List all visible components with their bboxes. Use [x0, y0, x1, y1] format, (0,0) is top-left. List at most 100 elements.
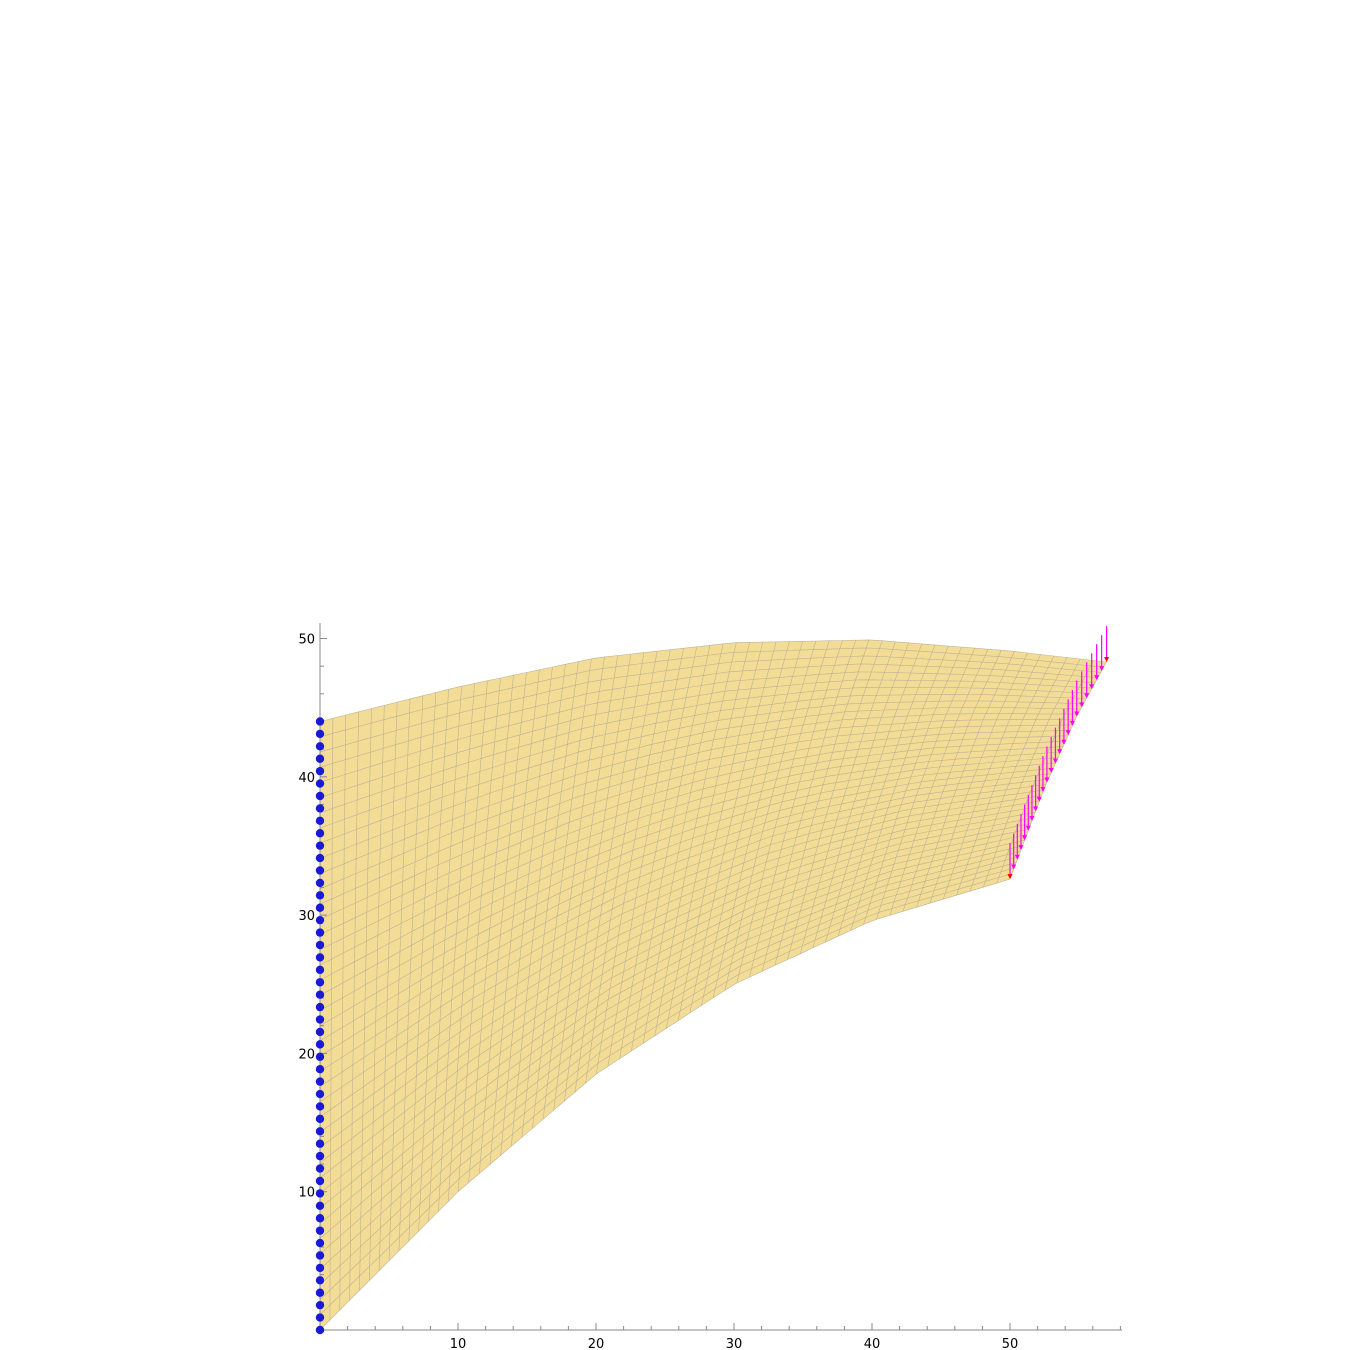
x-tick-label: 10 [450, 1337, 467, 1350]
mesh-line [532, 658, 592, 1129]
mesh-line [850, 645, 949, 931]
y-tick-label: 40 [298, 771, 315, 786]
support-point [315, 1201, 325, 1211]
load-arrow-head [1089, 684, 1095, 690]
y-tick-label: 10 [298, 1186, 315, 1201]
mesh-line [749, 640, 843, 978]
mesh-line [799, 641, 896, 954]
mesh-line [457, 677, 501, 1192]
support-point [315, 841, 325, 850]
support-point [315, 1226, 325, 1235]
mesh-line [479, 672, 527, 1174]
mesh-line [596, 649, 671, 1075]
mesh-line [724, 640, 817, 991]
support-point [315, 891, 325, 900]
support-point [315, 1002, 325, 1012]
mesh-line [329, 718, 334, 1321]
support-point [315, 853, 325, 863]
x-tick-label: 30 [726, 1337, 743, 1350]
x-tick-label: 20 [588, 1337, 605, 1350]
mesh-line [761, 640, 856, 972]
support-point [315, 1263, 325, 1273]
load-arrow-head [1018, 845, 1024, 851]
mesh-line [837, 644, 936, 937]
support-point [315, 1139, 325, 1148]
mesh-line [574, 652, 645, 1093]
load-arrow-head [1033, 806, 1039, 812]
load-arrow-head [1036, 796, 1042, 802]
mesh-line [428, 686, 462, 1222]
support-point [315, 1313, 325, 1322]
mesh-line [787, 640, 883, 960]
x-tick-label: 50 [1002, 1337, 1019, 1350]
mesh-line [929, 652, 1028, 904]
support-point [315, 742, 325, 751]
mesh-line [585, 651, 658, 1084]
support-point [315, 829, 325, 838]
mesh-line [408, 692, 437, 1242]
support-point [315, 1027, 325, 1037]
support-point [315, 804, 325, 813]
support-point [315, 1114, 325, 1124]
support-point [315, 1189, 325, 1198]
support-point [315, 866, 325, 875]
mesh-line [812, 642, 909, 948]
support-point [315, 1052, 325, 1061]
mesh-line [359, 708, 372, 1291]
support-point [315, 1164, 325, 1173]
mesh-line [701, 641, 790, 1006]
mesh-line [736, 640, 830, 984]
mesh-line [378, 702, 398, 1271]
y-tick-label: 50 [298, 633, 315, 648]
support-point [315, 1300, 325, 1310]
support-point [315, 779, 325, 788]
support-point [315, 754, 325, 763]
support-point [315, 1015, 325, 1024]
mesh-line [489, 669, 540, 1165]
support-point [315, 1288, 325, 1297]
load-arrow-head [1074, 711, 1080, 717]
support-point [315, 1102, 325, 1111]
support-point [315, 766, 325, 776]
mesh-line [969, 657, 1068, 892]
mesh-line [916, 651, 1015, 908]
mesh-line [521, 661, 579, 1138]
mesh-line [619, 646, 698, 1059]
support-point [315, 729, 325, 739]
support-point [315, 1089, 325, 1099]
support-point [315, 928, 325, 937]
mesh-line [689, 641, 777, 1014]
mesh-line [983, 658, 1081, 888]
mesh-line [902, 650, 1002, 912]
load-arrow-head [1104, 657, 1110, 663]
load-arrow-head [1007, 874, 1013, 880]
support-point [315, 940, 325, 950]
mesh-line [500, 666, 553, 1156]
mesh-line [369, 705, 385, 1281]
mesh-line [825, 643, 923, 943]
support-point [315, 878, 325, 888]
load-arrow-head [1079, 702, 1085, 708]
x-axis-ticks: 10 20 30 40 50 [347, 1323, 1121, 1350]
support-point [315, 903, 325, 912]
mesh-line [876, 647, 975, 920]
load-arrow-head [1069, 720, 1075, 726]
support-point [315, 990, 325, 999]
load-arrow-head [1040, 787, 1046, 793]
load-arrows [1007, 626, 1110, 880]
y-tick-label: 20 [298, 1047, 315, 1062]
load-arrow-head [1044, 777, 1050, 783]
mesh-line [349, 711, 359, 1301]
x-tick-label: 40 [864, 1337, 881, 1350]
load-arrow-head [1029, 816, 1035, 822]
mesh-line [388, 698, 411, 1261]
mesh-line [996, 660, 1094, 884]
load-arrow-head [1022, 835, 1028, 841]
load-arrow-head [1065, 730, 1071, 736]
axes: 10 20 30 40 50 10 20 30 40 50 [298, 623, 1122, 1350]
load-arrow-head [1094, 675, 1100, 681]
mesh-line [468, 675, 514, 1183]
support-point [315, 915, 325, 925]
mesh-line [339, 714, 347, 1311]
